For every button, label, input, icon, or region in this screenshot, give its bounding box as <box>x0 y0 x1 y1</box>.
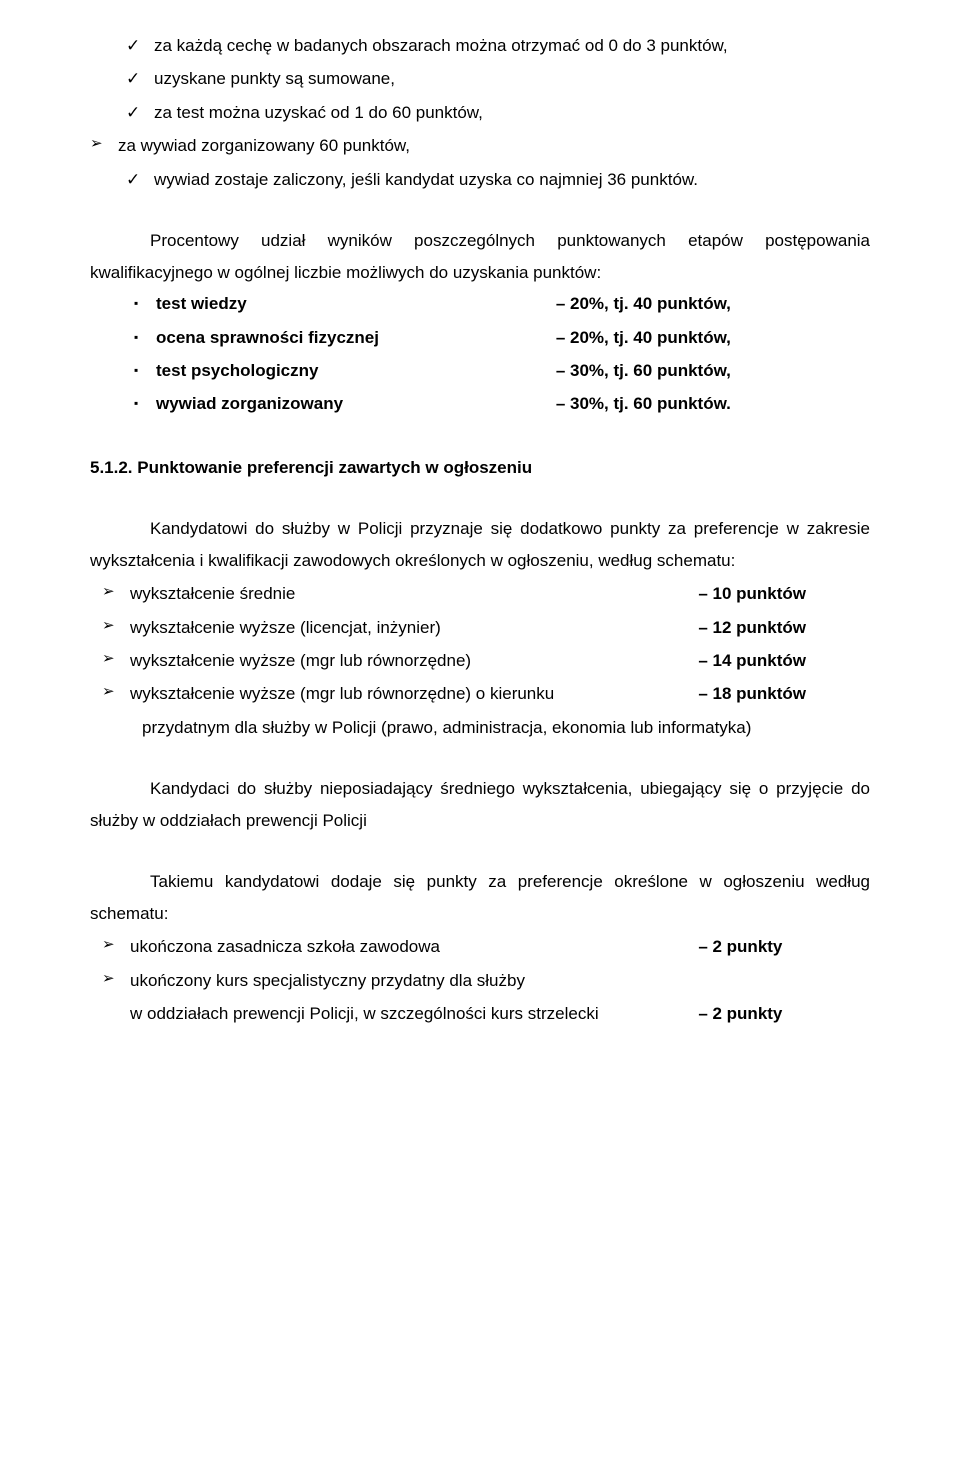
square-icon: ▪ <box>134 322 156 353</box>
list-item: ➢ ukończona zasadnicza szkoła zawodowa –… <box>102 931 870 962</box>
list-item: ✓ za każdą cechę w badanych obszarach mo… <box>126 30 870 61</box>
percent-list: ▪ test wiedzy – 20%, tj. 40 punktów, ▪ o… <box>90 288 870 420</box>
list-text: za test można uzyskać od 1 do 60 punktów… <box>154 97 870 128</box>
schema-list-1: ➢ wykształcenie średnie – 10 punktów ➢ w… <box>90 578 870 743</box>
check-icon: ✓ <box>126 63 154 94</box>
arrow-icon: ➢ <box>102 578 130 609</box>
top-bullet-list: ✓ za każdą cechę w badanych obszarach mo… <box>90 30 870 195</box>
list-item: ✓ za test można uzyskać od 1 do 60 punkt… <box>126 97 870 128</box>
schema-value: – 12 punktów <box>698 612 870 643</box>
schema-label: wykształcenie wyższe (licencjat, inżynie… <box>130 612 698 643</box>
list-item: ➢ za wywiad zorganizowany 60 punktów, <box>90 130 870 161</box>
list-item: ➢ wykształcenie wyższe (mgr lub równorzę… <box>102 645 870 676</box>
arrow-icon: ➢ <box>102 965 130 996</box>
arrow-icon: ➢ <box>102 931 130 962</box>
list-item: ➢ wykształcenie średnie – 10 punktów <box>102 578 870 609</box>
paragraph-candidates: Kandydaci do służby nieposiadający średn… <box>90 773 870 836</box>
percent-label: ocena sprawności fizycznej <box>156 322 556 353</box>
schema-sub-text: przydatnym dla służby w Policji (prawo, … <box>102 712 870 743</box>
schema-value: – 14 punktów <box>698 645 870 676</box>
arrow-icon: ➢ <box>102 678 130 709</box>
paragraph-schema-intro: Kandydatowi do służby w Policji przyznaj… <box>90 513 870 576</box>
spacer <box>102 998 130 1029</box>
percent-value: – 20%, tj. 40 punktów, <box>556 322 870 353</box>
list-item: ➢ wykształcenie wyższe (licencjat, inżyn… <box>102 612 870 643</box>
schema-label: wykształcenie średnie <box>130 578 698 609</box>
square-icon: ▪ <box>134 288 156 319</box>
list-item: w oddziałach prewencji Policji, w szczeg… <box>102 998 870 1029</box>
paragraph-schema2-intro: Takiemu kandydatowi dodaje się punkty za… <box>90 866 870 929</box>
percent-label: test psychologiczny <box>156 355 556 386</box>
schema-label: ukończony kurs specjalistyczny przydatny… <box>130 965 698 996</box>
schema-value: – 2 punkty <box>698 998 870 1029</box>
schema-label: wykształcenie wyższe (mgr lub równorzędn… <box>130 678 698 709</box>
schema-label: ukończona zasadnicza szkoła zawodowa <box>130 931 698 962</box>
percent-label: wywiad zorganizowany <box>156 388 556 419</box>
list-text: za każdą cechę w badanych obszarach możn… <box>154 30 870 61</box>
list-text: za wywiad zorganizowany 60 punktów, <box>118 130 870 161</box>
check-icon: ✓ <box>126 164 154 195</box>
arrow-icon: ➢ <box>102 645 130 676</box>
check-icon: ✓ <box>126 97 154 128</box>
list-text: wywiad zostaje zaliczony, jeśli kandydat… <box>154 164 870 195</box>
percent-value: – 20%, tj. 40 punktów, <box>556 288 870 319</box>
schema-value: – 2 punkty <box>698 931 870 962</box>
section-heading: 5.1.2. Punktowanie preferencji zawartych… <box>90 452 870 483</box>
paragraph-percent-intro: Procentowy udział wyników poszczególnych… <box>90 225 870 288</box>
list-item: ▪ ocena sprawności fizycznej – 20%, tj. … <box>134 322 870 353</box>
square-icon: ▪ <box>134 355 156 386</box>
list-item: ▪ test wiedzy – 20%, tj. 40 punktów, <box>134 288 870 319</box>
list-item: ➢ wykształcenie wyższe (mgr lub równorzę… <box>102 678 870 709</box>
schema-list-2: ➢ ukończona zasadnicza szkoła zawodowa –… <box>90 931 870 1029</box>
schema-label: w oddziałach prewencji Policji, w szczeg… <box>130 998 698 1029</box>
list-text: uzyskane punkty są sumowane, <box>154 63 870 94</box>
percent-value: – 30%, tj. 60 punktów. <box>556 388 870 419</box>
list-item: ✓ uzyskane punkty są sumowane, <box>126 63 870 94</box>
arrow-icon: ➢ <box>102 612 130 643</box>
percent-value: – 30%, tj. 60 punktów, <box>556 355 870 386</box>
check-icon: ✓ <box>126 30 154 61</box>
square-icon: ▪ <box>134 388 156 419</box>
list-item: ✓ wywiad zostaje zaliczony, jeśli kandyd… <box>126 164 870 195</box>
schema-label: wykształcenie wyższe (mgr lub równorzędn… <box>130 645 698 676</box>
arrow-icon: ➢ <box>90 130 118 161</box>
list-item: ➢ ukończony kurs specjalistyczny przydat… <box>102 965 870 996</box>
list-item: ▪ wywiad zorganizowany – 30%, tj. 60 pun… <box>134 388 870 419</box>
schema-value: – 10 punktów <box>698 578 870 609</box>
schema-value <box>698 965 870 996</box>
schema-value: – 18 punktów <box>698 678 870 709</box>
list-item: ▪ test psychologiczny – 30%, tj. 60 punk… <box>134 355 870 386</box>
percent-label: test wiedzy <box>156 288 556 319</box>
